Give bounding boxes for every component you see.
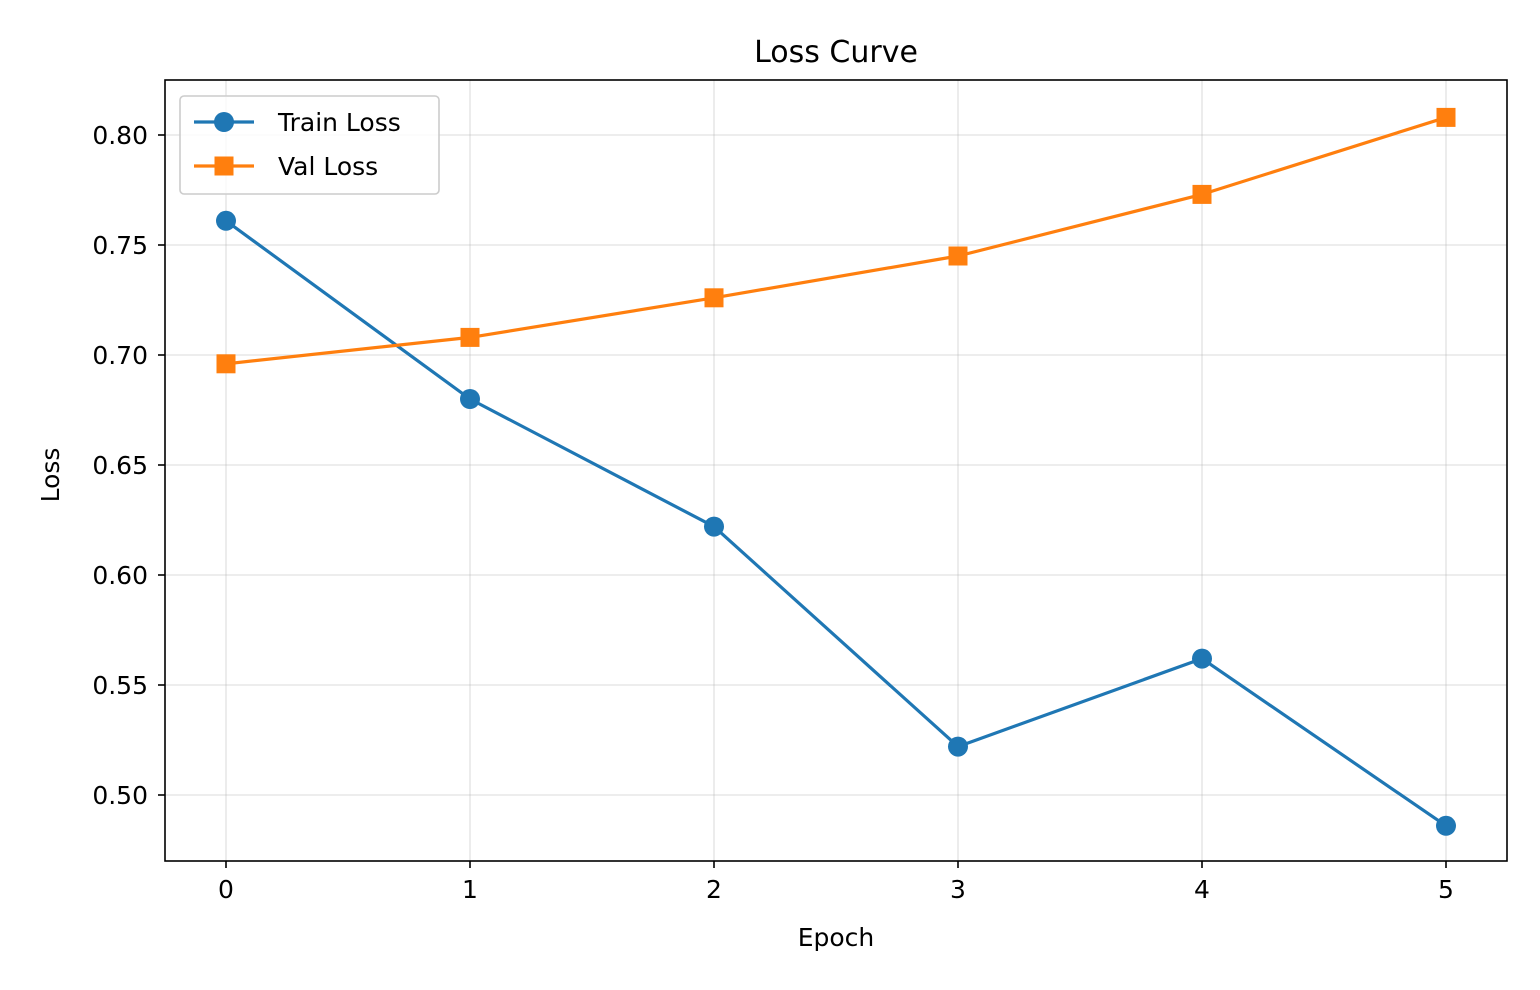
x-tick-label: 2 [706,875,722,904]
legend-entries: Train Loss Val Loss [194,108,401,181]
x-tick-label: 3 [950,875,966,904]
legend-marker [214,112,234,132]
series-val-loss [216,107,1456,374]
data-point [1192,184,1212,204]
data-point [948,246,968,266]
legend-entry: Train Loss [194,108,401,137]
plot-frame [164,79,1508,862]
legend: Train Loss Val Loss [179,95,440,195]
y-tick-label: 0.75 [92,231,148,260]
data-point [704,516,724,537]
legend-label: Train Loss [277,108,401,137]
data-point [1436,107,1456,127]
y-tick-label: 0.70 [92,341,148,370]
series-line [223,218,1449,829]
legend-entry: Val Loss [194,152,378,181]
y-axis-title: Loss [36,448,65,503]
y-tick-label: 0.60 [92,561,148,590]
x-tick-label: 1 [462,875,478,904]
y-tick-label: 0.55 [92,671,148,700]
data-point [1436,815,1456,836]
series-line [224,115,1449,366]
data-point [460,327,480,347]
chart-title: Loss Curve [754,35,918,70]
series-layer [216,107,1456,836]
legend-marker [214,156,234,176]
data-point [704,288,724,308]
series-train-loss [216,210,1456,836]
x-axis-title: Epoch [798,923,875,952]
x-tick-label: 5 [1438,875,1454,904]
x-tick-label: 4 [1194,875,1210,904]
data-point [948,736,968,757]
tick-layer: 0 1 2 3 4 5 0.50 0.55 0.60 0.65 0.70 0.75 0.80 [92,121,1454,904]
data-point [216,210,236,231]
y-tick-label: 0.50 [92,781,148,810]
data-point [216,354,236,374]
y-tick-label: 0.65 [92,451,148,480]
data-point [1192,648,1212,669]
legend-label: Val Loss [278,152,378,181]
data-point [460,389,480,409]
grid-layer [165,80,1507,861]
x-tick-label: 0 [218,875,234,904]
y-tick-label: 0.80 [92,121,148,150]
